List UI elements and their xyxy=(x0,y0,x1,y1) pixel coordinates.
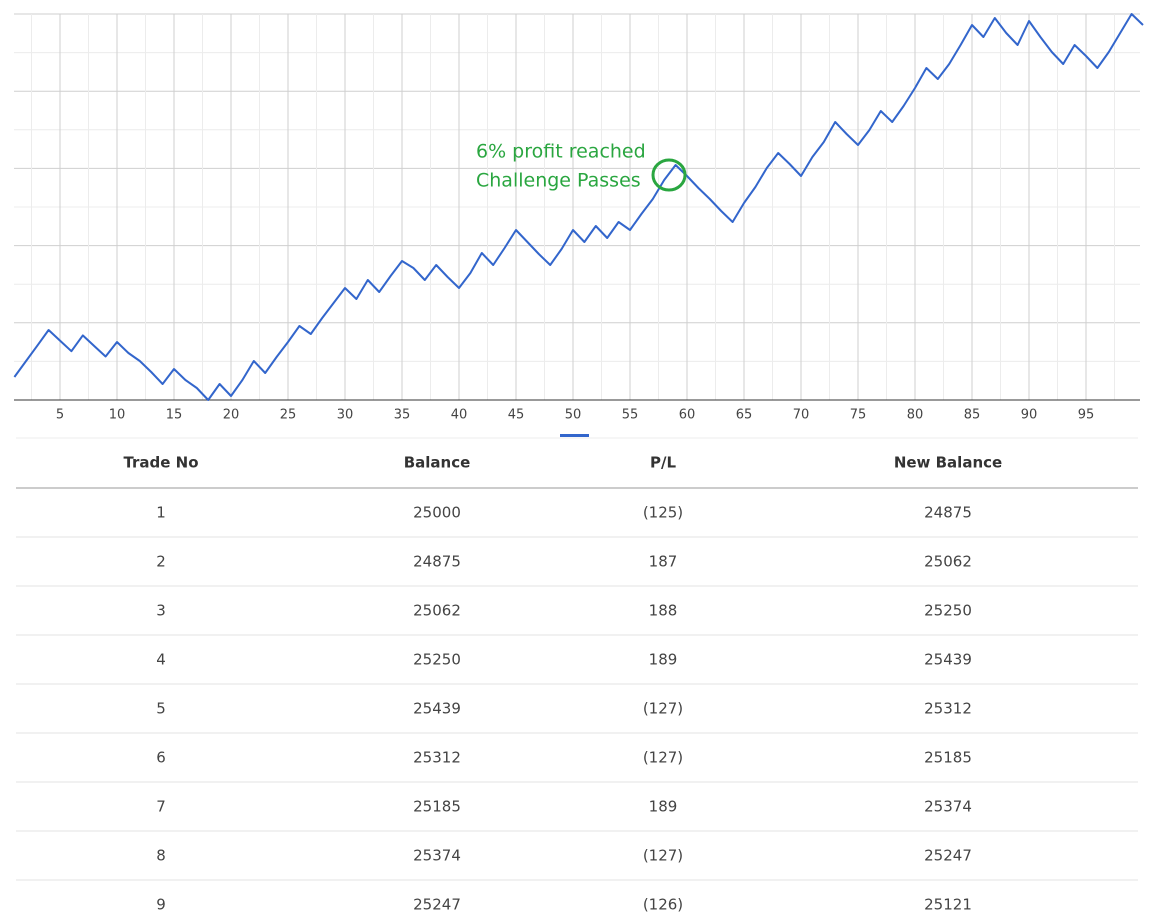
table-cell: 5 xyxy=(156,700,166,718)
table-cell: 25250 xyxy=(413,651,461,669)
table-cell: (127) xyxy=(643,749,683,767)
table-cell: 25000 xyxy=(413,504,461,522)
x-tick-label: 10 xyxy=(109,408,126,423)
table-cell: 8 xyxy=(156,847,166,865)
table-header: Balance xyxy=(404,454,471,472)
annotation: 6% profit reached xyxy=(476,141,646,163)
x-tick-label: 80 xyxy=(907,408,924,423)
x-tick-label: 50 xyxy=(565,408,582,423)
table-cell: 25185 xyxy=(924,749,972,767)
legend-indicator xyxy=(560,434,589,437)
table-cell: 6 xyxy=(156,749,166,767)
x-tick-label: 85 xyxy=(964,408,981,423)
annotation: Challenge Passes xyxy=(476,170,641,192)
x-tick-label: 20 xyxy=(223,408,240,423)
table-header: P/L xyxy=(650,454,676,472)
x-tick-label: 55 xyxy=(622,408,639,423)
x-tick-label: 65 xyxy=(736,408,753,423)
x-tick-label: 35 xyxy=(394,408,411,423)
table-cell: 25062 xyxy=(924,553,972,571)
table-cell: (127) xyxy=(643,847,683,865)
table-cell: 25247 xyxy=(413,896,461,914)
grid xyxy=(14,13,1140,401)
x-tick-label: 70 xyxy=(793,408,810,423)
table-cell: 25062 xyxy=(413,602,461,620)
table-cell: (125) xyxy=(643,504,683,522)
x-tick-label: 30 xyxy=(337,408,354,423)
table-cell: 189 xyxy=(649,651,678,669)
x-tick-label: 25 xyxy=(280,408,297,423)
table-cell: 7 xyxy=(156,798,166,816)
table-cell: 4 xyxy=(156,651,166,669)
table-cell: 9 xyxy=(156,896,166,914)
table-cell: 3 xyxy=(156,602,166,620)
table-cell: 1 xyxy=(156,504,166,522)
table-cell: 25312 xyxy=(924,700,972,718)
table-cell: 25439 xyxy=(413,700,461,718)
table-cell: 25247 xyxy=(924,847,972,865)
table-cell: 25250 xyxy=(924,602,972,620)
x-tick-label: 60 xyxy=(679,408,696,423)
table-cell: 25374 xyxy=(924,798,972,816)
highlight-circle xyxy=(651,158,687,192)
x-tick-label: 95 xyxy=(1078,408,1095,423)
x-tick-label: 15 xyxy=(166,408,183,423)
table-cell: 25439 xyxy=(924,651,972,669)
x-tick-label: 90 xyxy=(1021,408,1038,423)
x-tick-label: 5 xyxy=(56,408,64,423)
x-tick-label: 75 xyxy=(850,408,867,423)
table-cell: 25121 xyxy=(924,896,972,914)
table-cell: 24875 xyxy=(413,553,461,571)
table-cell: 25374 xyxy=(413,847,461,865)
table-cell: (127) xyxy=(643,700,683,718)
table-cell: 187 xyxy=(649,553,678,571)
table-cell: 2 xyxy=(156,553,166,571)
table-header: New Balance xyxy=(894,454,1002,472)
x-tick-label: 45 xyxy=(508,408,525,423)
table-cell: 188 xyxy=(649,602,678,620)
series-line xyxy=(13,13,1144,401)
table-cell: 25312 xyxy=(413,749,461,767)
table-cell: 24875 xyxy=(924,504,972,522)
table-cell: (126) xyxy=(643,896,683,914)
table-cell: 189 xyxy=(649,798,678,816)
table-cell: 25185 xyxy=(413,798,461,816)
table-header: Trade No xyxy=(123,454,198,472)
x-tick-label: 40 xyxy=(451,408,468,423)
